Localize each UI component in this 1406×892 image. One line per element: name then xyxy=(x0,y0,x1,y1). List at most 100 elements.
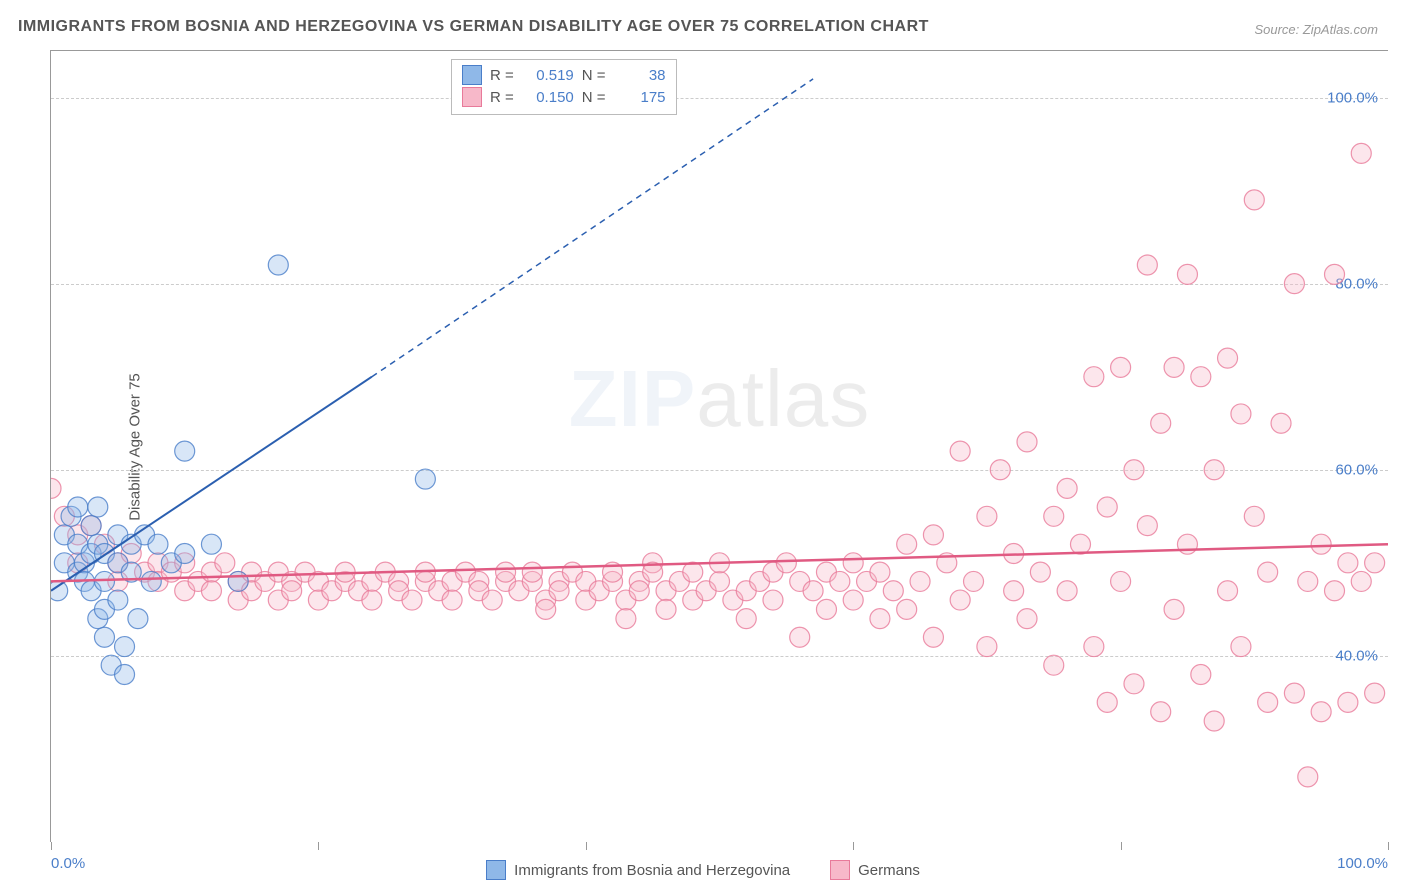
x-tick xyxy=(853,842,854,850)
scatter-point xyxy=(141,571,161,591)
scatter-point xyxy=(115,664,135,684)
legend-n-value: 175 xyxy=(614,89,666,106)
scatter-point xyxy=(128,609,148,629)
scatter-point xyxy=(108,590,128,610)
scatter-point xyxy=(1164,357,1184,377)
x-tick xyxy=(1121,842,1122,850)
scatter-point xyxy=(1231,637,1251,657)
scatter-point xyxy=(1298,767,1318,787)
scatter-point xyxy=(1338,692,1358,712)
scatter-point xyxy=(228,571,248,591)
legend-swatch-blue xyxy=(462,65,482,85)
scatter-point xyxy=(81,516,101,536)
scatter-point xyxy=(616,609,636,629)
scatter-point xyxy=(1084,367,1104,387)
scatter-point xyxy=(803,581,823,601)
scatter-point xyxy=(496,562,516,582)
scatter-point xyxy=(536,599,556,619)
scatter-point xyxy=(923,627,943,647)
scatter-point xyxy=(870,562,890,582)
scatter-point xyxy=(1191,367,1211,387)
legend-row: R = 0.150 N = 175 xyxy=(462,86,666,108)
scatter-point xyxy=(683,562,703,582)
scatter-point xyxy=(482,590,502,610)
scatter-point xyxy=(710,571,730,591)
scatter-point xyxy=(870,609,890,629)
scatter-point xyxy=(1177,264,1197,284)
legend-r-label: R = xyxy=(490,67,514,84)
scatter-point xyxy=(1231,404,1251,424)
scatter-point xyxy=(1244,506,1264,526)
x-tick xyxy=(586,842,587,850)
legend-r-label: R = xyxy=(490,89,514,106)
scatter-point xyxy=(1351,571,1371,591)
legend-r-value: 0.150 xyxy=(522,89,574,106)
scatter-point xyxy=(763,590,783,610)
scatter-point xyxy=(1325,581,1345,601)
scatter-point xyxy=(1057,581,1077,601)
scatter-point xyxy=(1084,637,1104,657)
scatter-point xyxy=(1244,190,1264,210)
legend-item: Immigrants from Bosnia and Herzegovina xyxy=(486,860,790,880)
chart-title: IMMIGRANTS FROM BOSNIA AND HERZEGOVINA V… xyxy=(18,18,929,36)
scatter-point xyxy=(175,441,195,461)
scatter-point xyxy=(402,590,422,610)
scatter-point xyxy=(1111,571,1131,591)
scatter-point xyxy=(843,553,863,573)
legend-n-label: N = xyxy=(582,89,606,106)
scatter-point xyxy=(1097,497,1117,517)
scatter-point xyxy=(1057,478,1077,498)
scatter-point xyxy=(1044,655,1064,675)
scatter-point xyxy=(1284,683,1304,703)
scatter-chart xyxy=(51,51,1388,842)
scatter-point xyxy=(1017,609,1037,629)
scatter-point xyxy=(1218,348,1238,368)
scatter-point xyxy=(1097,692,1117,712)
correlation-legend: R = 0.519 N = 38 R = 0.150 N = 175 xyxy=(451,59,677,115)
legend-r-value: 0.519 xyxy=(522,67,574,84)
scatter-point xyxy=(950,441,970,461)
scatter-point xyxy=(816,599,836,619)
scatter-point xyxy=(910,571,930,591)
scatter-point xyxy=(990,460,1010,480)
scatter-point xyxy=(94,627,114,647)
scatter-point xyxy=(1258,692,1278,712)
plot-area: Disability Age Over 75 ZIPatlas 40.0%60.… xyxy=(50,50,1388,842)
scatter-point xyxy=(1311,534,1331,554)
scatter-point xyxy=(201,581,221,601)
scatter-point xyxy=(897,534,917,554)
scatter-point xyxy=(1017,432,1037,452)
scatter-point xyxy=(1151,413,1171,433)
legend-n-value: 38 xyxy=(614,67,666,84)
scatter-point xyxy=(1271,413,1291,433)
scatter-point xyxy=(1044,506,1064,526)
scatter-point xyxy=(51,581,68,601)
scatter-point xyxy=(977,506,997,526)
scatter-point xyxy=(415,469,435,489)
scatter-point xyxy=(1204,711,1224,731)
scatter-point xyxy=(1191,664,1211,684)
source-attribution: Source: ZipAtlas.com xyxy=(1254,22,1378,37)
scatter-point xyxy=(1124,460,1144,480)
legend-swatch-pink xyxy=(830,860,850,880)
scatter-point xyxy=(1311,702,1331,722)
scatter-point xyxy=(68,497,88,517)
scatter-point xyxy=(923,525,943,545)
scatter-point xyxy=(362,590,382,610)
scatter-point xyxy=(175,544,195,564)
scatter-point xyxy=(1151,702,1171,722)
scatter-point xyxy=(88,497,108,517)
scatter-point xyxy=(522,562,542,582)
legend-n-label: N = xyxy=(582,67,606,84)
scatter-point xyxy=(1004,581,1024,601)
scatter-point xyxy=(201,534,221,554)
legend-swatch-pink xyxy=(462,87,482,107)
scatter-point xyxy=(790,627,810,647)
scatter-point xyxy=(1218,581,1238,601)
scatter-point xyxy=(215,553,235,573)
scatter-point xyxy=(964,571,984,591)
scatter-point xyxy=(736,609,756,629)
scatter-point xyxy=(549,581,569,601)
scatter-point xyxy=(1204,460,1224,480)
legend-swatch-blue xyxy=(486,860,506,880)
